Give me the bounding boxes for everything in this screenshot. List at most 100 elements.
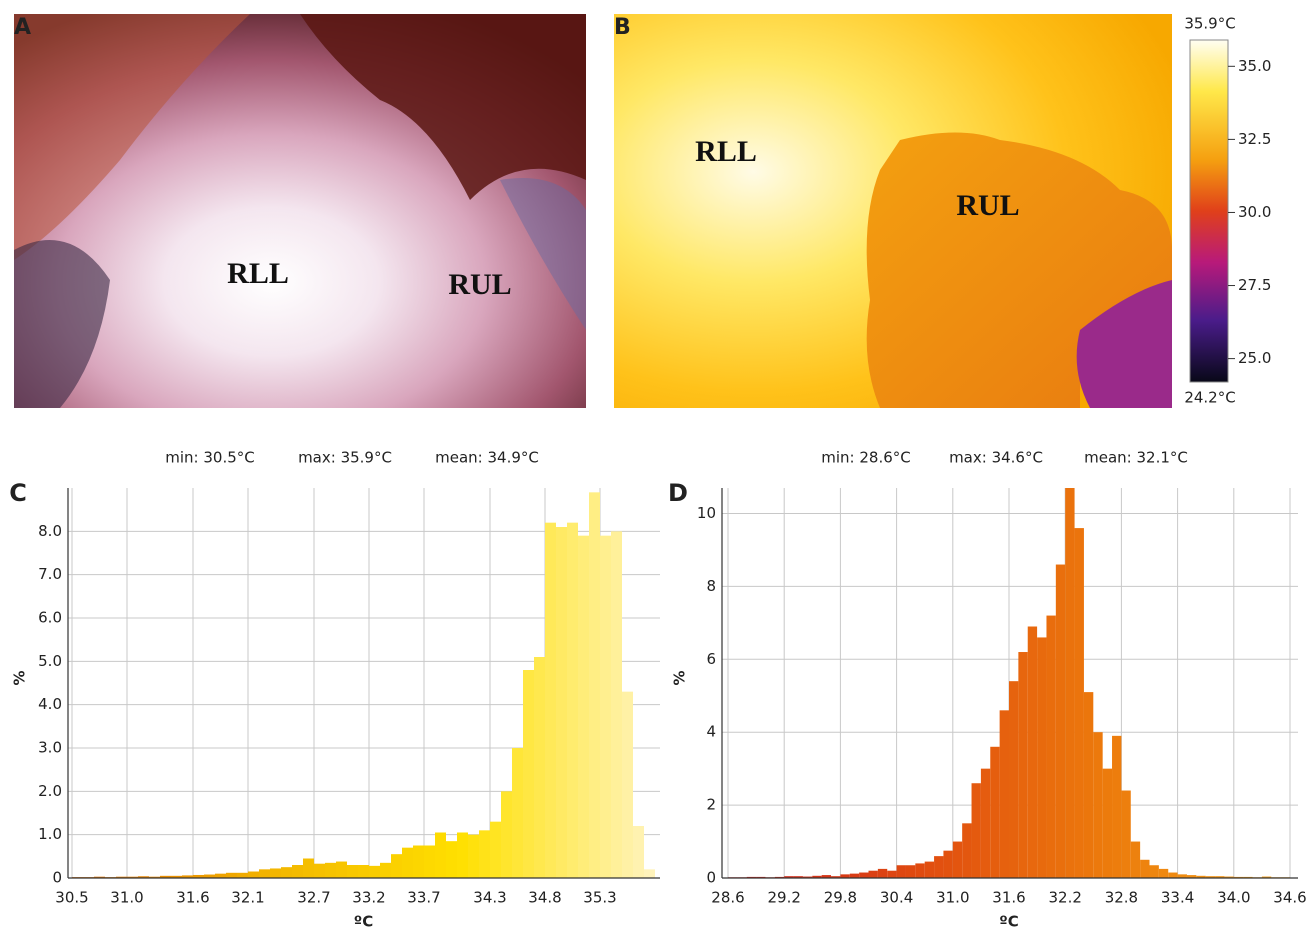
thermal-panel: B RLL RUL 35.9°C 24.2°C — [614, 14, 1236, 408]
x-tick-label: 33.4 — [1161, 889, 1194, 907]
histogram-bar — [952, 841, 963, 878]
y-tick-label: 4.0 — [38, 695, 62, 713]
histogram-bar — [204, 874, 215, 878]
histogram-bar — [193, 874, 204, 878]
colorbar-max-label: 35.9°C — [1184, 15, 1235, 33]
panel-label: B — [614, 15, 631, 40]
histogram-bar — [567, 522, 578, 878]
histogram-bar — [479, 830, 490, 878]
photo-shadow — [300, 14, 586, 200]
histogram-bar — [840, 874, 850, 878]
y-tick-label: 1.0 — [38, 825, 62, 843]
y-tick-label: 6.0 — [38, 609, 62, 627]
x-axis-label: ºC — [999, 913, 1018, 931]
histogram-bar — [971, 783, 981, 878]
histogram-bar — [1093, 732, 1103, 878]
histogram-bar — [369, 865, 380, 878]
x-tick-label: 35.3 — [583, 889, 616, 907]
histogram-bar — [999, 710, 1009, 878]
histogram-bar — [556, 527, 567, 878]
y-tick-label: 4 — [706, 723, 716, 741]
histogram-bar — [1149, 865, 1159, 878]
y-tick-label: 2 — [706, 796, 716, 814]
histogram-bar — [182, 875, 193, 878]
histogram-bar — [849, 873, 860, 878]
y-tick-label: 7.0 — [38, 565, 62, 583]
region-label: RUL — [956, 189, 1019, 222]
colorbar-tick-label: 27.5 — [1238, 276, 1271, 294]
colorbar-tick-label: 30.0 — [1238, 203, 1271, 221]
histogram-bar — [793, 876, 803, 878]
panel-label: C — [9, 479, 27, 507]
colorbar-tick-label: 35.0 — [1238, 57, 1271, 75]
histogram-bar — [821, 875, 832, 878]
x-tick-label: 29.2 — [767, 889, 800, 907]
x-tick-label: 32.2 — [1048, 889, 1081, 907]
histogram-bar — [962, 823, 972, 878]
histogram-bar — [611, 531, 622, 878]
histogram-bar — [990, 746, 1000, 878]
histogram-bar — [1074, 528, 1084, 878]
histogram-bar — [226, 872, 237, 878]
histogram-bar — [1186, 875, 1197, 878]
histogram-bar — [1121, 790, 1131, 878]
histogram-bar — [270, 868, 281, 878]
x-tick-label: 30.5 — [55, 889, 88, 907]
histogram-bar — [171, 875, 182, 878]
y-tick-label: 0 — [706, 869, 716, 887]
histogram-bar — [1205, 876, 1216, 878]
histogram-bar — [1215, 876, 1225, 878]
histogram-bar — [622, 691, 633, 878]
x-tick-label: 33.2 — [352, 889, 385, 907]
y-axis-label: % — [671, 670, 689, 685]
histogram-bar — [149, 876, 160, 878]
histogram-bar — [523, 670, 534, 878]
histogram-bar — [94, 876, 105, 878]
histogram-bar — [1158, 868, 1169, 878]
x-tick-label: 31.6 — [176, 889, 209, 907]
y-tick-label: 6 — [706, 650, 716, 668]
y-tick-label: 5.0 — [38, 652, 62, 670]
histogram-bar — [358, 865, 369, 878]
x-tick-label: 31.0 — [936, 889, 969, 907]
histogram-bar — [490, 821, 501, 878]
histogram-bar — [578, 535, 589, 878]
histogram-bar — [924, 861, 935, 878]
stats-label: min: 28.6°C — [821, 449, 910, 467]
histogram-bar — [292, 865, 303, 878]
histogram-bar — [325, 862, 336, 878]
y-tick-label: 0 — [52, 869, 62, 887]
y-tick-label: 8.0 — [38, 522, 62, 540]
histogram-bar — [1037, 637, 1047, 878]
colorbar-tick-label: 25.0 — [1238, 349, 1271, 367]
histogram-bar — [347, 865, 358, 878]
histogram-bar — [215, 873, 226, 878]
panel-label: D — [668, 479, 688, 507]
histogram-bar — [259, 869, 270, 878]
histogram-bar — [391, 854, 402, 878]
x-tick-label: 31.6 — [992, 889, 1025, 907]
histogram-bar — [1177, 874, 1187, 878]
stats-label: max: 34.6°C — [949, 449, 1043, 467]
histogram-bar — [600, 535, 611, 878]
stats-label: min: 30.5°C — [165, 449, 254, 467]
x-tick-label: 30.4 — [880, 889, 913, 907]
histogram-bar — [812, 875, 822, 878]
histogram-bar — [644, 869, 655, 878]
histogram-bar — [1055, 564, 1066, 878]
histogram-bar — [877, 868, 888, 878]
colorbar-min-label: 24.2°C — [1184, 389, 1235, 407]
histogram-bar — [1140, 859, 1150, 878]
histogram-bar — [446, 841, 457, 878]
histogram-bar — [248, 871, 259, 878]
histogram-bar — [1196, 875, 1206, 878]
histogram-bar — [589, 492, 600, 878]
histogram-bar — [424, 845, 435, 878]
x-tick-label: 32.7 — [297, 889, 330, 907]
histogram-bar — [1130, 841, 1141, 878]
y-tick-label: 8 — [706, 577, 716, 595]
histogram-bar — [1009, 681, 1019, 878]
histogram-bar — [413, 845, 424, 878]
histogram-bar — [1224, 876, 1234, 878]
